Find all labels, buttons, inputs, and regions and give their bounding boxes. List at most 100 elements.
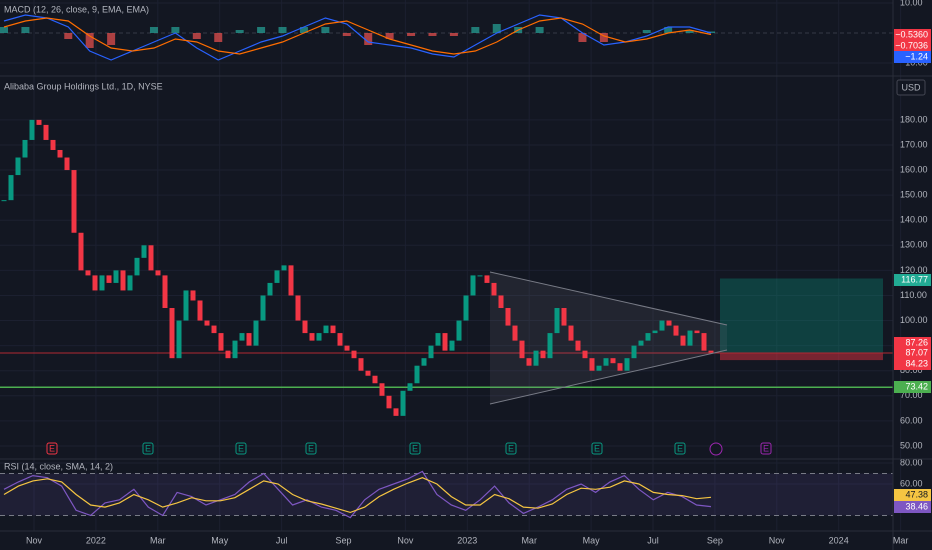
candle bbox=[379, 383, 385, 396]
y-tick-label: 160.00 bbox=[900, 164, 928, 174]
candle bbox=[99, 275, 105, 291]
y-tick-label: 50.00 bbox=[900, 440, 923, 450]
time-tick-label: Mar bbox=[150, 535, 166, 545]
candle bbox=[624, 358, 630, 371]
price-label-box bbox=[894, 489, 931, 501]
price-label-box bbox=[894, 347, 931, 359]
candle bbox=[456, 320, 462, 341]
time-tick-label: Nov bbox=[26, 535, 43, 545]
price-label: 87.26 bbox=[905, 337, 928, 347]
candle bbox=[659, 320, 665, 331]
candle bbox=[393, 408, 399, 416]
rsi-sma-line bbox=[3, 477, 712, 514]
candle bbox=[113, 270, 119, 283]
candle bbox=[344, 345, 350, 351]
y-tick-label: 80.00 bbox=[900, 365, 923, 375]
candle bbox=[253, 320, 259, 346]
candle bbox=[687, 330, 693, 346]
y-tick-label: 60.00 bbox=[900, 478, 923, 488]
y-tick-label: 150.00 bbox=[900, 190, 928, 200]
earnings-marker bbox=[591, 442, 603, 455]
candle bbox=[71, 170, 77, 233]
candle bbox=[85, 270, 91, 276]
chart-title: Alibaba Group Holdings Ltd., 1D, NYSE bbox=[4, 81, 163, 91]
candle bbox=[400, 390, 406, 416]
currency-box[interactable] bbox=[896, 79, 926, 96]
candle bbox=[127, 275, 133, 291]
candle bbox=[386, 395, 392, 409]
macd-title: MACD (12, 26, close, 9, EMA, EMA) bbox=[4, 4, 149, 14]
candle bbox=[190, 290, 196, 301]
price-label-box bbox=[894, 40, 931, 52]
price-label: −0.7036 bbox=[895, 40, 928, 50]
triangle-lower bbox=[489, 349, 728, 405]
candle bbox=[302, 320, 308, 334]
price-label: −1.24 bbox=[905, 51, 928, 61]
candle bbox=[603, 358, 609, 366]
price-label-box bbox=[894, 29, 931, 41]
macd-histogram-bar bbox=[149, 27, 158, 33]
candle bbox=[197, 300, 203, 321]
y-tick-label: 110.00 bbox=[900, 290, 927, 300]
macd-histogram-bar bbox=[214, 33, 223, 42]
macd-histogram-bar bbox=[235, 30, 244, 33]
macd-histogram-bar bbox=[642, 30, 651, 33]
candle bbox=[134, 257, 140, 276]
price-label: 47.38 bbox=[905, 489, 928, 499]
candle bbox=[218, 333, 224, 351]
candle bbox=[337, 333, 343, 346]
candle bbox=[540, 350, 546, 359]
candle bbox=[526, 358, 532, 366]
time-tick-label: Mar bbox=[521, 535, 537, 545]
candle bbox=[43, 124, 49, 140]
candle bbox=[463, 295, 469, 321]
macd-histogram-bar bbox=[407, 33, 416, 36]
price-label: −0.5360 bbox=[895, 29, 928, 39]
earnings-marker bbox=[409, 442, 421, 455]
y-tick-label: 130.00 bbox=[900, 240, 928, 250]
rsi-band bbox=[0, 473, 893, 516]
earnings-marker bbox=[305, 442, 317, 455]
price-label: 87.07 bbox=[905, 347, 928, 357]
currency[interactable]: USD bbox=[901, 82, 921, 92]
triangle-upper bbox=[489, 271, 728, 326]
candle bbox=[561, 308, 567, 326]
candle bbox=[512, 325, 518, 341]
price-label: 116.77 bbox=[901, 274, 928, 284]
earnings-label: E bbox=[594, 443, 600, 453]
candle bbox=[106, 275, 112, 283]
candle bbox=[575, 340, 581, 351]
macd-histogram-bar bbox=[21, 27, 30, 33]
y-tick-label: 60.00 bbox=[900, 415, 923, 425]
candle bbox=[372, 375, 378, 384]
candle bbox=[176, 320, 182, 359]
candle bbox=[505, 308, 511, 326]
grid bbox=[0, 0, 902, 531]
candle bbox=[22, 139, 28, 158]
price-label: 73.42 bbox=[905, 381, 928, 391]
earnings-marker bbox=[505, 442, 517, 455]
macd-histogram-bar bbox=[707, 31, 715, 33]
time-tick-label: May bbox=[211, 535, 229, 545]
candle bbox=[470, 275, 476, 296]
candle bbox=[36, 119, 42, 125]
candle bbox=[281, 265, 287, 271]
time-tick-label: Nov bbox=[397, 535, 414, 545]
y-tick-label: 170.00 bbox=[900, 139, 928, 149]
candle bbox=[204, 320, 210, 326]
macd-histogram-bar bbox=[428, 33, 437, 36]
position-target-zone bbox=[720, 278, 883, 353]
macd-histogram-bar bbox=[492, 24, 501, 33]
candle bbox=[288, 265, 294, 296]
macd-histogram-bar bbox=[171, 27, 180, 33]
earnings-marker bbox=[46, 442, 58, 455]
macd-histogram-bar bbox=[192, 33, 201, 39]
candle bbox=[330, 325, 336, 334]
macd-histogram-bar bbox=[85, 33, 94, 48]
macd-histogram-bar bbox=[278, 27, 287, 33]
candle bbox=[680, 335, 686, 346]
candle bbox=[491, 282, 497, 296]
time-tick-label: Sep bbox=[707, 535, 723, 545]
candle bbox=[645, 333, 651, 341]
